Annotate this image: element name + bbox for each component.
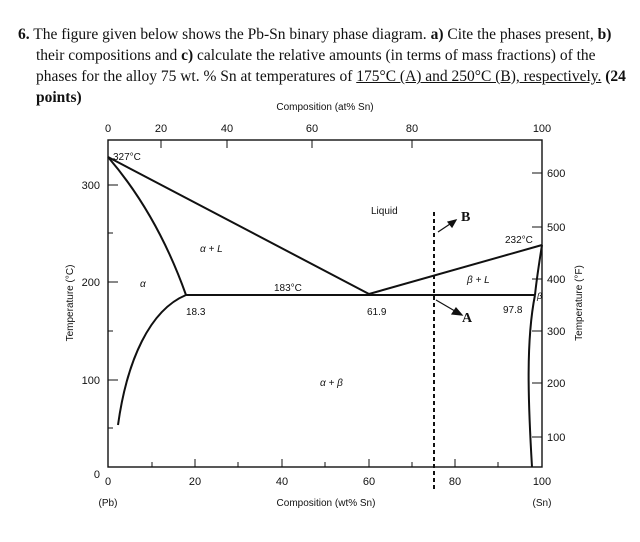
label-point-B: B — [461, 210, 470, 225]
left-ticks — [108, 184, 118, 429]
arrow-B — [437, 219, 458, 233]
top-tick-100: 100 — [533, 123, 551, 135]
label-alpha-limit: 18.3 — [186, 307, 206, 318]
label-alpha-beta: α + β — [320, 378, 343, 389]
solvus-beta — [527, 294, 536, 468]
top-tick-40: 40 — [221, 123, 233, 135]
part-c-label: c) — [181, 47, 194, 64]
question-intro: The figure given below shows the Pb-Sn b… — [33, 26, 427, 43]
top-tick-0: 0 — [105, 123, 111, 135]
label-sn-melt: 232°C — [505, 235, 533, 246]
phase-boundaries — [107, 156, 543, 468]
right-tick-300: 300 — [547, 326, 565, 338]
top-tick-60: 60 — [306, 123, 318, 135]
left-tick-200: 200 — [82, 277, 100, 289]
right-ticks — [532, 172, 542, 438]
left-tick-100: 100 — [82, 375, 100, 387]
right-tick-100: 100 — [547, 432, 565, 444]
bottom-tick-40: 40 — [276, 476, 288, 488]
top-ticks — [107, 140, 543, 148]
right-tick-500: 500 — [547, 222, 565, 234]
label-point-A: A — [462, 311, 473, 326]
label-liquid: Liquid — [371, 206, 398, 217]
part-b-text: their compositions and — [36, 47, 178, 64]
label-beta-L: β + L — [466, 275, 490, 286]
top-axis-title: Composition (at% Sn) — [276, 102, 373, 113]
top-tick-80: 80 — [406, 123, 418, 135]
left-tick-0: 0 — [94, 469, 100, 481]
label-pb-melt: 327°C — [113, 152, 141, 163]
right-tick-600: 600 — [547, 168, 565, 180]
bottom-tick-0: 0 — [105, 476, 111, 488]
left-tick-300: 300 — [82, 180, 100, 192]
bottom-tick-80: 80 — [449, 476, 461, 488]
label-beta-limit: 97.8 — [503, 305, 523, 316]
liquidus-left — [107, 156, 370, 295]
label-eutectic-temp: 183°C — [274, 283, 302, 294]
part-c-text: calculate the relative amounts (in terms… — [36, 47, 596, 85]
left-axis-title: Temperature (°C) — [65, 265, 76, 342]
label-alpha: α — [140, 279, 146, 290]
part-b-label: b) — [597, 26, 612, 43]
right-tick-400: 400 — [547, 274, 565, 286]
solidus-beta — [534, 244, 543, 296]
bottom-right-note: (Sn) — [533, 498, 552, 509]
plot-frame — [107, 139, 543, 468]
bottom-ticks — [151, 459, 499, 467]
points: (24 points) — [36, 68, 626, 106]
label-beta: β — [536, 291, 542, 301]
question-text: 6. The figure given below shows the Pb-S… — [8, 24, 634, 108]
right-tick-200: 200 — [547, 378, 565, 390]
right-axis-title: Temperature (°F) — [574, 265, 585, 341]
bottom-left-note: (Pb) — [99, 498, 118, 509]
bottom-tick-100: 100 — [533, 476, 551, 488]
temperatures-underlined: 175°C (A) and 250°C (B), respectively. — [356, 68, 602, 85]
part-a-label: a) — [430, 26, 444, 43]
top-tick-20: 20 — [155, 123, 167, 135]
bottom-tick-60: 60 — [363, 476, 375, 488]
solvus-alpha — [117, 294, 187, 426]
bottom-tick-20: 20 — [189, 476, 201, 488]
question-number: 6. — [18, 26, 30, 43]
label-eutectic-comp: 61.9 — [367, 307, 387, 318]
arrow-A — [435, 299, 464, 316]
label-alpha-L: α + L — [200, 244, 223, 255]
bottom-axis-title: Composition (wt% Sn) — [277, 498, 376, 509]
part-a-text: Cite the phases present, — [447, 26, 594, 43]
solidus-alpha — [107, 156, 187, 296]
liquidus-right — [368, 244, 543, 295]
